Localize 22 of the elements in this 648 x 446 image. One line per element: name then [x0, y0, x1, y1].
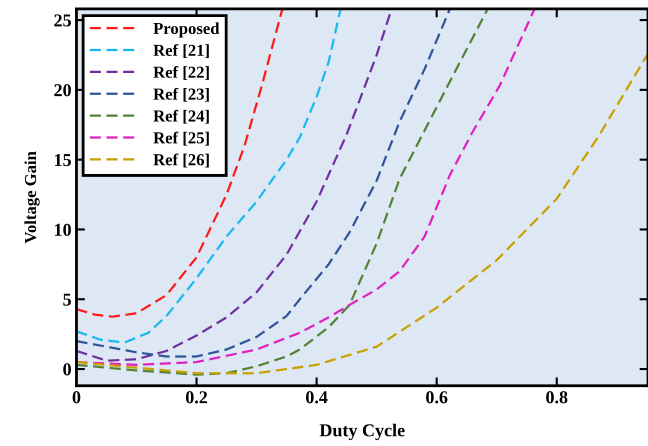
y-axis-title: Voltage Gain — [24, 151, 40, 244]
x-tick-label: 0.2 — [186, 391, 208, 404]
y-tick-label: 15 — [54, 154, 71, 166]
legend-label: Proposed — [153, 22, 220, 38]
legend-label: Ref [21] — [153, 44, 209, 58]
y-tick-label: 0 — [63, 363, 71, 376]
x-tick-label: 0.6 — [426, 391, 448, 404]
legend-label: Ref [23] — [153, 88, 209, 102]
legend-label: Ref [25] — [153, 132, 209, 146]
y-tick-label: 5 — [63, 294, 71, 306]
x-tick-label: 0.8 — [546, 391, 568, 404]
x-axis-title: Duty Cycle — [320, 424, 405, 440]
line-series — [76, 8, 342, 344]
legend-label: Ref [22] — [153, 66, 209, 80]
x-tick-label: 0 — [72, 391, 80, 404]
y-tick-label: 25 — [54, 14, 71, 27]
y-tick-label: 20 — [54, 84, 71, 96]
y-tick-label: 10 — [54, 224, 71, 236]
line-series — [76, 8, 284, 318]
legend-label: Ref [24] — [153, 110, 209, 124]
legend-label: Ref [26] — [153, 153, 209, 168]
x-tick-label: 0.4 — [306, 391, 328, 404]
